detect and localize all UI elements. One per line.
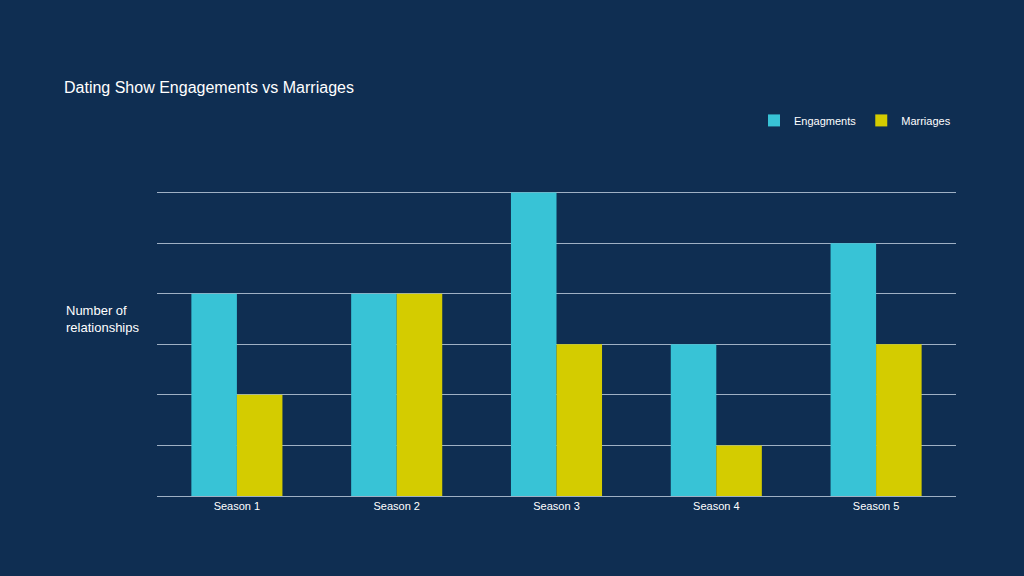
svg-text:Season 2: Season 2 — [373, 500, 419, 512]
svg-text:Season 5: Season 5 — [853, 500, 899, 512]
svg-text:Engagments: Engagments — [794, 115, 856, 127]
svg-text:Marriages: Marriages — [901, 115, 950, 127]
svg-text:Season 4: Season 4 — [693, 500, 739, 512]
svg-text:Season 3: Season 3 — [533, 500, 579, 512]
svg-text:Number ofrelationships: Number ofrelationships — [66, 303, 139, 335]
svg-text:Season 1: Season 1 — [214, 500, 260, 512]
svg-text:Dating Show Engagements vs Mar: Dating Show Engagements vs Marriages — [64, 79, 354, 96]
